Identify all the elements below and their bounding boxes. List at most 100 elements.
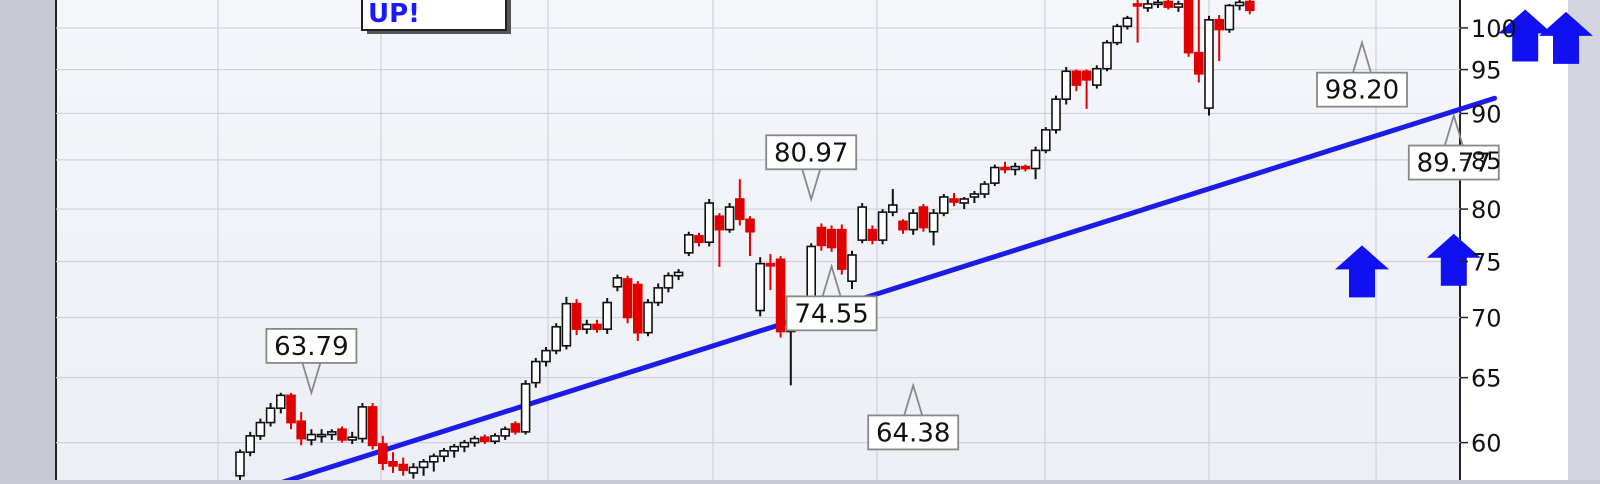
candle-body-46	[705, 203, 713, 242]
callout-label-3: 64.38	[876, 418, 950, 448]
candle-61	[858, 203, 866, 243]
candle-body-92	[1174, 4, 1182, 7]
candle-44	[685, 232, 693, 256]
candle-body-38	[624, 279, 632, 318]
candle-body-60	[848, 255, 856, 281]
candle-95	[1205, 16, 1213, 116]
candle-body-39	[634, 285, 642, 333]
candle-body-5	[287, 395, 295, 422]
candle-48	[726, 203, 734, 233]
candle-body-89	[1144, 4, 1152, 8]
y-tick-label-2: 70	[1471, 304, 1502, 332]
candle-59	[838, 224, 846, 274]
candle-74	[991, 165, 999, 186]
annotation-box-text: UP!	[368, 0, 420, 29]
candle-40	[644, 299, 652, 336]
candle-body-35	[593, 324, 601, 329]
candle-body-14	[379, 444, 387, 463]
candle-13	[369, 403, 377, 449]
candle-body-91	[1164, 2, 1172, 8]
candle-body-1	[246, 436, 254, 452]
candle-body-4	[277, 395, 285, 408]
candle-body-69	[940, 197, 948, 213]
candle-84	[1093, 65, 1101, 88]
candle-body-17	[409, 467, 417, 473]
callout-label-1: 80.97	[774, 138, 848, 168]
candle-body-72	[970, 194, 978, 197]
candle-body-95	[1205, 20, 1213, 108]
candle-body-24	[481, 437, 489, 441]
candle-body-42	[664, 276, 672, 288]
candle-body-13	[369, 407, 377, 445]
candle-85	[1103, 40, 1111, 71]
candle-body-8	[318, 435, 326, 437]
candle-67	[919, 204, 927, 232]
candle-body-7	[307, 435, 315, 440]
annotation-box: UP!	[362, 0, 511, 34]
candle-body-87	[1123, 18, 1131, 26]
candle-29	[532, 358, 540, 388]
candle-body-66	[909, 213, 917, 229]
candle-body-11	[348, 437, 356, 440]
candle-body-28	[522, 384, 530, 432]
candle-body-98	[1236, 2, 1244, 5]
candle-body-18	[420, 462, 428, 468]
candle-39	[634, 281, 642, 341]
candle-body-43	[675, 272, 683, 275]
candle-body-30	[542, 351, 550, 362]
y-tick-label-0: 60	[1471, 430, 1502, 458]
y-tick-label-8: 100	[1471, 15, 1517, 43]
candle-46	[705, 199, 713, 246]
candle-63	[879, 209, 887, 244]
candle-body-52	[766, 264, 774, 266]
candle-body-47	[715, 216, 723, 229]
candle-10	[338, 427, 346, 443]
candle-body-34	[583, 324, 591, 329]
candle-body-37	[613, 278, 621, 287]
candle-body-74	[991, 168, 999, 184]
candle-body-78	[1032, 150, 1040, 168]
candle-body-71	[960, 199, 968, 203]
candle-80	[1052, 96, 1060, 134]
candle-body-73	[981, 184, 989, 194]
candle-body-75	[1001, 168, 1009, 170]
candle-body-41	[654, 288, 662, 303]
candle-33	[573, 299, 581, 335]
candle-28	[522, 380, 530, 434]
candle-body-58	[828, 230, 836, 248]
candle-body-48	[726, 207, 734, 230]
callout-label-0: 63.79	[274, 332, 348, 362]
candle-body-2	[256, 423, 264, 436]
candle-body-20	[440, 451, 448, 456]
candle-body-85	[1103, 43, 1111, 69]
candle-body-40	[644, 303, 652, 333]
candle-body-3	[267, 408, 275, 422]
candle-32	[562, 297, 570, 350]
candle-body-16	[399, 465, 407, 471]
candle-body-84	[1093, 69, 1101, 85]
candle-body-81	[1062, 71, 1070, 99]
candle-body-33	[573, 304, 581, 329]
candle-body-6	[297, 421, 305, 438]
candle-body-31	[552, 327, 560, 351]
candle-body-94	[1195, 53, 1203, 74]
candle-body-32	[562, 304, 570, 346]
candle-body-83	[1083, 71, 1091, 80]
candle-body-86	[1113, 26, 1121, 42]
candle-body-61	[858, 207, 866, 240]
candle-body-21	[450, 447, 458, 451]
candle-12	[358, 403, 366, 443]
candle-36	[603, 298, 611, 334]
candle-body-97	[1225, 6, 1233, 30]
candle-58	[828, 225, 836, 251]
candle-81	[1062, 67, 1070, 104]
candle-51	[756, 257, 764, 316]
candle-body-26	[501, 429, 509, 436]
candle-body-45	[695, 236, 703, 242]
candle-body-76	[1011, 167, 1019, 170]
candle-27	[511, 421, 519, 434]
candle-body-10	[338, 429, 346, 440]
candle-86	[1113, 24, 1121, 45]
right-bevel	[1568, 0, 1600, 480]
